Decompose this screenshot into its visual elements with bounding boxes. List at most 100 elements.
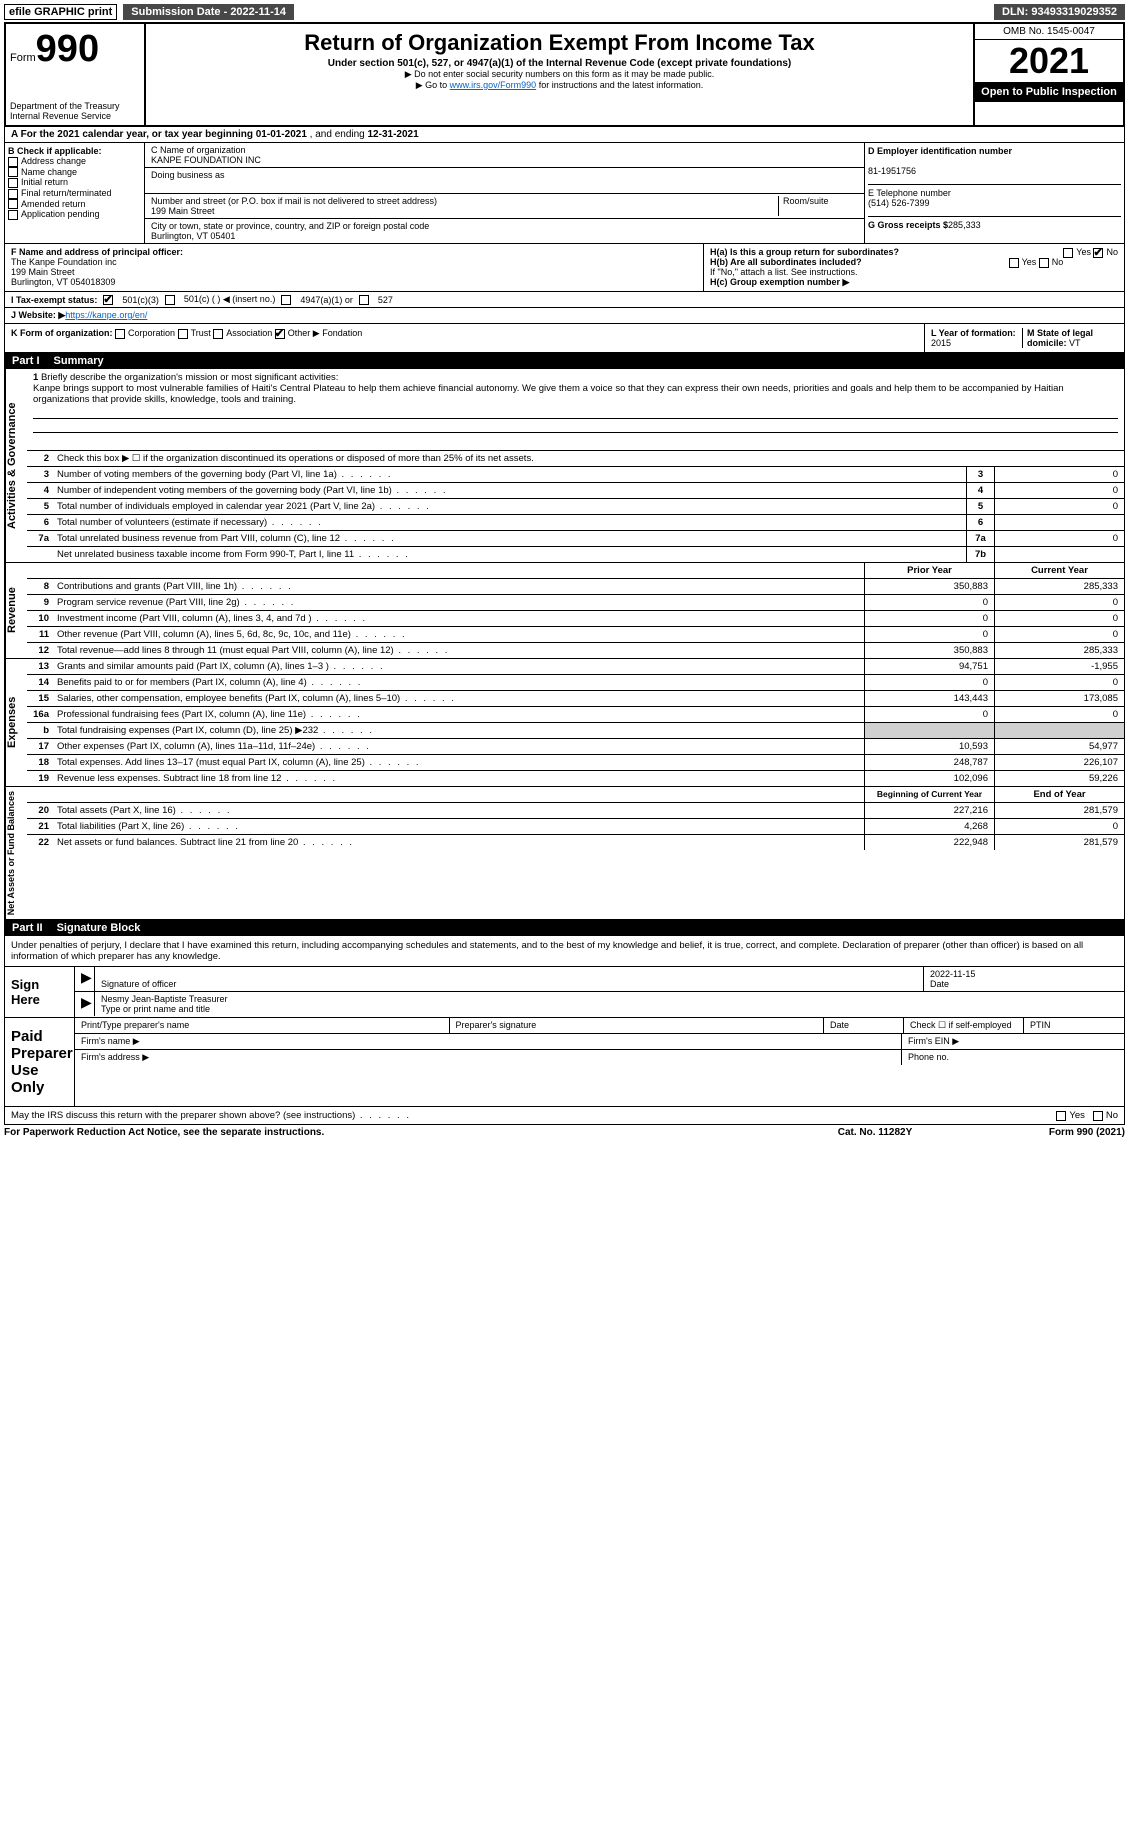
- efile-label: efile GRAPHIC print: [4, 4, 117, 20]
- note-ssn: ▶ Do not enter social security numbers o…: [150, 69, 969, 80]
- i-label: I Tax-exempt status:: [11, 295, 97, 305]
- period-end: 12-31-2021: [368, 129, 419, 140]
- org-name: KANPE FOUNDATION INC: [151, 155, 261, 165]
- hb-label: H(b) Are all subordinates included?: [710, 257, 862, 267]
- chk-other[interactable]: [275, 329, 285, 339]
- vtab-gov: Activities & Governance: [5, 369, 27, 562]
- vtab-rev: Revenue: [5, 563, 27, 658]
- website-row: J Website: ▶ https://kanpe.org/en/: [4, 308, 1125, 324]
- other-value: Fondation: [322, 328, 362, 338]
- prep-ptin-hdr: PTIN: [1024, 1018, 1124, 1033]
- firm-ein-label: Firm's EIN ▶: [902, 1034, 1124, 1049]
- telephone: (514) 526-7399: [868, 198, 930, 208]
- paid-preparer-label: Paid Preparer Use Only: [5, 1018, 75, 1106]
- chk-name-change[interactable]: [8, 167, 18, 177]
- prep-date-hdr: Date: [824, 1018, 904, 1033]
- net-assets-section: Net Assets or Fund Balances Beginning of…: [4, 787, 1125, 920]
- chk-discuss-yes[interactable]: [1056, 1111, 1066, 1121]
- prep-sig-hdr: Preparer's signature: [450, 1018, 825, 1033]
- firm-phone-label: Phone no.: [902, 1050, 1124, 1065]
- discuss-row: May the IRS discuss this return with the…: [4, 1107, 1125, 1125]
- note-goto-post: for instructions and the latest informat…: [536, 80, 703, 90]
- city-label: City or town, state or province, country…: [151, 221, 429, 231]
- activities-governance-section: Activities & Governance 1 Briefly descri…: [4, 369, 1125, 563]
- cat-number: Cat. No. 11282Y: [775, 1127, 975, 1138]
- hdr-begin: Beginning of Current Year: [864, 787, 994, 802]
- j-label: J Website: ▶: [11, 310, 65, 321]
- form-header: Form990 Department of the Treasury Inter…: [4, 22, 1125, 127]
- chk-address-change[interactable]: [8, 157, 18, 167]
- room-label: Room/suite: [783, 196, 829, 206]
- arrow-icon: ▶: [81, 994, 92, 1010]
- chk-ha-yes[interactable]: [1063, 248, 1073, 258]
- section-b: B Check if applicable: Address change Na…: [4, 143, 1125, 244]
- discuss-question: May the IRS discuss this return with the…: [11, 1110, 355, 1121]
- part2-num: Part II: [12, 922, 43, 934]
- print-name-label: Type or print name and title: [101, 1004, 210, 1014]
- period-begin: 01-01-2021: [256, 129, 307, 140]
- chk-corp[interactable]: [115, 329, 125, 339]
- officer-addr1: 199 Main Street: [11, 267, 75, 277]
- form-ref: Form 990 (2021): [975, 1127, 1125, 1138]
- b-label: B Check if applicable:: [8, 146, 102, 156]
- year-formation: 2015: [931, 338, 951, 348]
- irs-link[interactable]: www.irs.gov/Form990: [450, 80, 537, 90]
- signature-declaration: Under penalties of perjury, I declare th…: [4, 936, 1125, 967]
- part2-title: Signature Block: [57, 922, 141, 934]
- chk-initial-return[interactable]: [8, 178, 18, 188]
- paperwork-notice: For Paperwork Reduction Act Notice, see …: [4, 1127, 775, 1138]
- chk-501c3[interactable]: [103, 295, 113, 305]
- sig-date: 2022-11-15: [930, 969, 975, 979]
- c-label: C Name of organization: [151, 145, 246, 155]
- officer-addr2: Burlington, VT 054018309: [11, 277, 115, 287]
- officer-name: The Kanpe Foundation inc: [11, 257, 117, 267]
- irs-label: Internal Revenue Service: [10, 111, 140, 121]
- omb-number: OMB No. 1545-0047: [975, 24, 1123, 40]
- period-row: A For the 2021 calendar year, or tax yea…: [4, 127, 1125, 143]
- chk-discuss-no[interactable]: [1093, 1111, 1103, 1121]
- sign-here-label: Sign Here: [5, 967, 75, 1017]
- topbar: efile GRAPHIC print Submission Date - 20…: [4, 4, 1125, 20]
- officer-section: F Name and address of principal officer:…: [4, 244, 1125, 292]
- chk-4947[interactable]: [281, 295, 291, 305]
- hc-label: H(c) Group exemption number ▶: [710, 277, 849, 287]
- dba-label: Doing business as: [151, 170, 225, 180]
- vtab-net: Net Assets or Fund Balances: [5, 787, 27, 919]
- line1-num: 1: [33, 372, 38, 383]
- f-label: F Name and address of principal officer:: [11, 247, 183, 257]
- k-org-row: K Form of organization: Corporation Trus…: [4, 324, 1125, 353]
- addr-label: Number and street (or P.O. box if mail i…: [151, 196, 437, 206]
- submission-date: Submission Date - 2022-11-14: [123, 4, 294, 20]
- vtab-exp: Expenses: [5, 659, 27, 786]
- chk-ha-no[interactable]: [1093, 248, 1103, 258]
- chk-trust[interactable]: [178, 329, 188, 339]
- part1-num: Part I: [12, 355, 40, 367]
- dept-treasury: Department of the Treasury: [10, 101, 140, 111]
- chk-assoc[interactable]: [213, 329, 223, 339]
- prep-self-emp: Check ☐ if self-employed: [904, 1018, 1024, 1033]
- period-label-a: A For the 2021 calendar year, or tax yea…: [11, 129, 256, 140]
- paid-preparer-block: Paid Preparer Use Only Print/Type prepar…: [4, 1018, 1125, 1107]
- mission-text: Kanpe brings support to most vulnerable …: [33, 383, 1064, 405]
- revenue-section: Revenue Prior YearCurrent Year 8Contribu…: [4, 563, 1125, 659]
- chk-hb-yes[interactable]: [1009, 258, 1019, 268]
- sig-date-label: Date: [930, 979, 949, 989]
- note-goto-pre: ▶ Go to: [416, 80, 450, 90]
- chk-amended[interactable]: [8, 199, 18, 209]
- chk-hb-no[interactable]: [1039, 258, 1049, 268]
- ha-label: H(a) Is this a group return for subordin…: [710, 247, 899, 257]
- chk-501c[interactable]: [165, 295, 175, 305]
- part2-header: Part II Signature Block: [4, 920, 1125, 936]
- chk-application-pending[interactable]: [8, 210, 18, 220]
- firm-name-label: Firm's name ▶: [75, 1034, 902, 1049]
- expenses-section: Expenses 13Grants and similar amounts pa…: [4, 659, 1125, 787]
- chk-final-return[interactable]: [8, 189, 18, 199]
- chk-527[interactable]: [359, 295, 369, 305]
- g-label: G Gross receipts $: [868, 220, 948, 230]
- website-link[interactable]: https://kanpe.org/en/: [65, 310, 147, 321]
- form-title: Return of Organization Exempt From Incom…: [150, 30, 969, 56]
- m-label: M State of legal domicile:: [1027, 328, 1093, 348]
- street-address: 199 Main Street: [151, 206, 215, 216]
- hdr-end: End of Year: [994, 787, 1124, 802]
- part1-header: Part I Summary: [4, 353, 1125, 369]
